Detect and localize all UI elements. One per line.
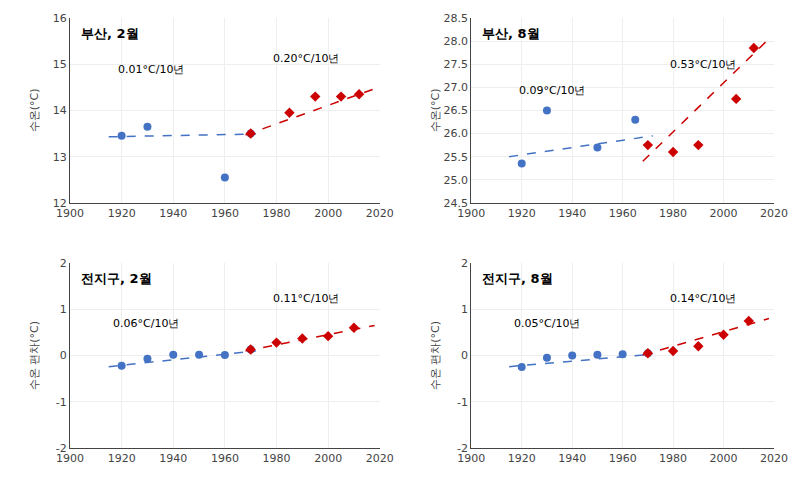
svg-text:27.0: 27.0 [444,81,469,94]
svg-text:수온 편차(°C): 수온 편차(°C) [28,321,41,390]
svg-text:1960: 1960 [211,452,239,465]
svg-text:15: 15 [53,58,67,71]
svg-text:1900: 1900 [457,207,485,220]
svg-text:-1: -1 [457,396,468,409]
svg-text:27.5: 27.5 [444,58,469,71]
svg-text:전지구, 2월: 전지구, 2월 [81,271,152,286]
svg-text:1980: 1980 [659,452,687,465]
svg-text:1940: 1940 [558,452,586,465]
svg-text:28.0: 28.0 [444,35,469,48]
svg-text:1900: 1900 [56,452,84,465]
svg-text:16: 16 [53,12,67,25]
svg-text:2020: 2020 [760,452,788,465]
svg-text:1980: 1980 [659,207,687,220]
svg-text:2020: 2020 [366,207,394,220]
svg-text:2000: 2000 [314,207,342,220]
svg-text:13: 13 [53,151,67,164]
svg-text:25.0: 25.0 [444,174,469,187]
svg-text:0.05°C/10년: 0.05°C/10년 [514,317,580,330]
svg-text:0.01°C/10년: 0.01°C/10년 [118,63,184,76]
svg-text:14: 14 [53,104,67,117]
svg-text:1980: 1980 [263,452,291,465]
svg-text:2020: 2020 [366,452,394,465]
svg-text:26.5: 26.5 [444,104,469,117]
svg-text:1980: 1980 [263,207,291,220]
svg-text:1900: 1900 [457,452,485,465]
svg-text:1920: 1920 [108,207,136,220]
svg-text:전지구, 8월: 전지구, 8월 [482,271,553,286]
svg-text:1960: 1960 [211,207,239,220]
svg-text:1: 1 [461,303,468,316]
svg-text:1940: 1940 [159,207,187,220]
svg-text:1960: 1960 [609,452,637,465]
svg-text:1940: 1940 [159,452,187,465]
svg-text:1960: 1960 [609,207,637,220]
svg-text:부산, 2월: 부산, 2월 [81,26,139,41]
svg-text:-1: -1 [56,396,67,409]
svg-text:부산, 8월: 부산, 8월 [482,26,540,41]
svg-text:1: 1 [60,303,67,316]
svg-text:1940: 1940 [558,207,586,220]
svg-text:0: 0 [461,349,468,362]
svg-text:0.20°C/10년: 0.20°C/10년 [273,52,339,65]
svg-text:2000: 2000 [314,452,342,465]
svg-text:수온(°C): 수온(°C) [429,89,442,133]
svg-text:수온 편차(°C): 수온 편차(°C) [429,321,442,390]
svg-text:2000: 2000 [710,207,738,220]
svg-text:2000: 2000 [710,452,738,465]
svg-text:26.0: 26.0 [444,127,469,140]
svg-text:24.5: 24.5 [444,197,469,210]
svg-text:-2: -2 [56,442,67,455]
svg-text:1920: 1920 [508,207,536,220]
svg-text:0.09°C/10년: 0.09°C/10년 [519,84,585,97]
svg-text:1900: 1900 [56,207,84,220]
svg-text:2020: 2020 [760,207,788,220]
svg-text:0.14°C/10년: 0.14°C/10년 [670,292,736,305]
svg-text:0.06°C/10년: 0.06°C/10년 [113,317,179,330]
svg-text:0.11°C/10년: 0.11°C/10년 [273,292,339,305]
svg-text:28.5: 28.5 [444,12,469,25]
svg-text:25.5: 25.5 [444,151,469,164]
svg-text:1920: 1920 [108,452,136,465]
svg-text:12: 12 [53,197,67,210]
svg-text:수온(°C): 수온(°C) [28,89,41,133]
svg-text:-2: -2 [457,442,468,455]
svg-text:1920: 1920 [508,452,536,465]
svg-text:0.53°C/10년: 0.53°C/10년 [670,58,736,71]
svg-text:0: 0 [60,349,67,362]
svg-text:2: 2 [60,257,67,270]
svg-text:2: 2 [461,257,468,270]
